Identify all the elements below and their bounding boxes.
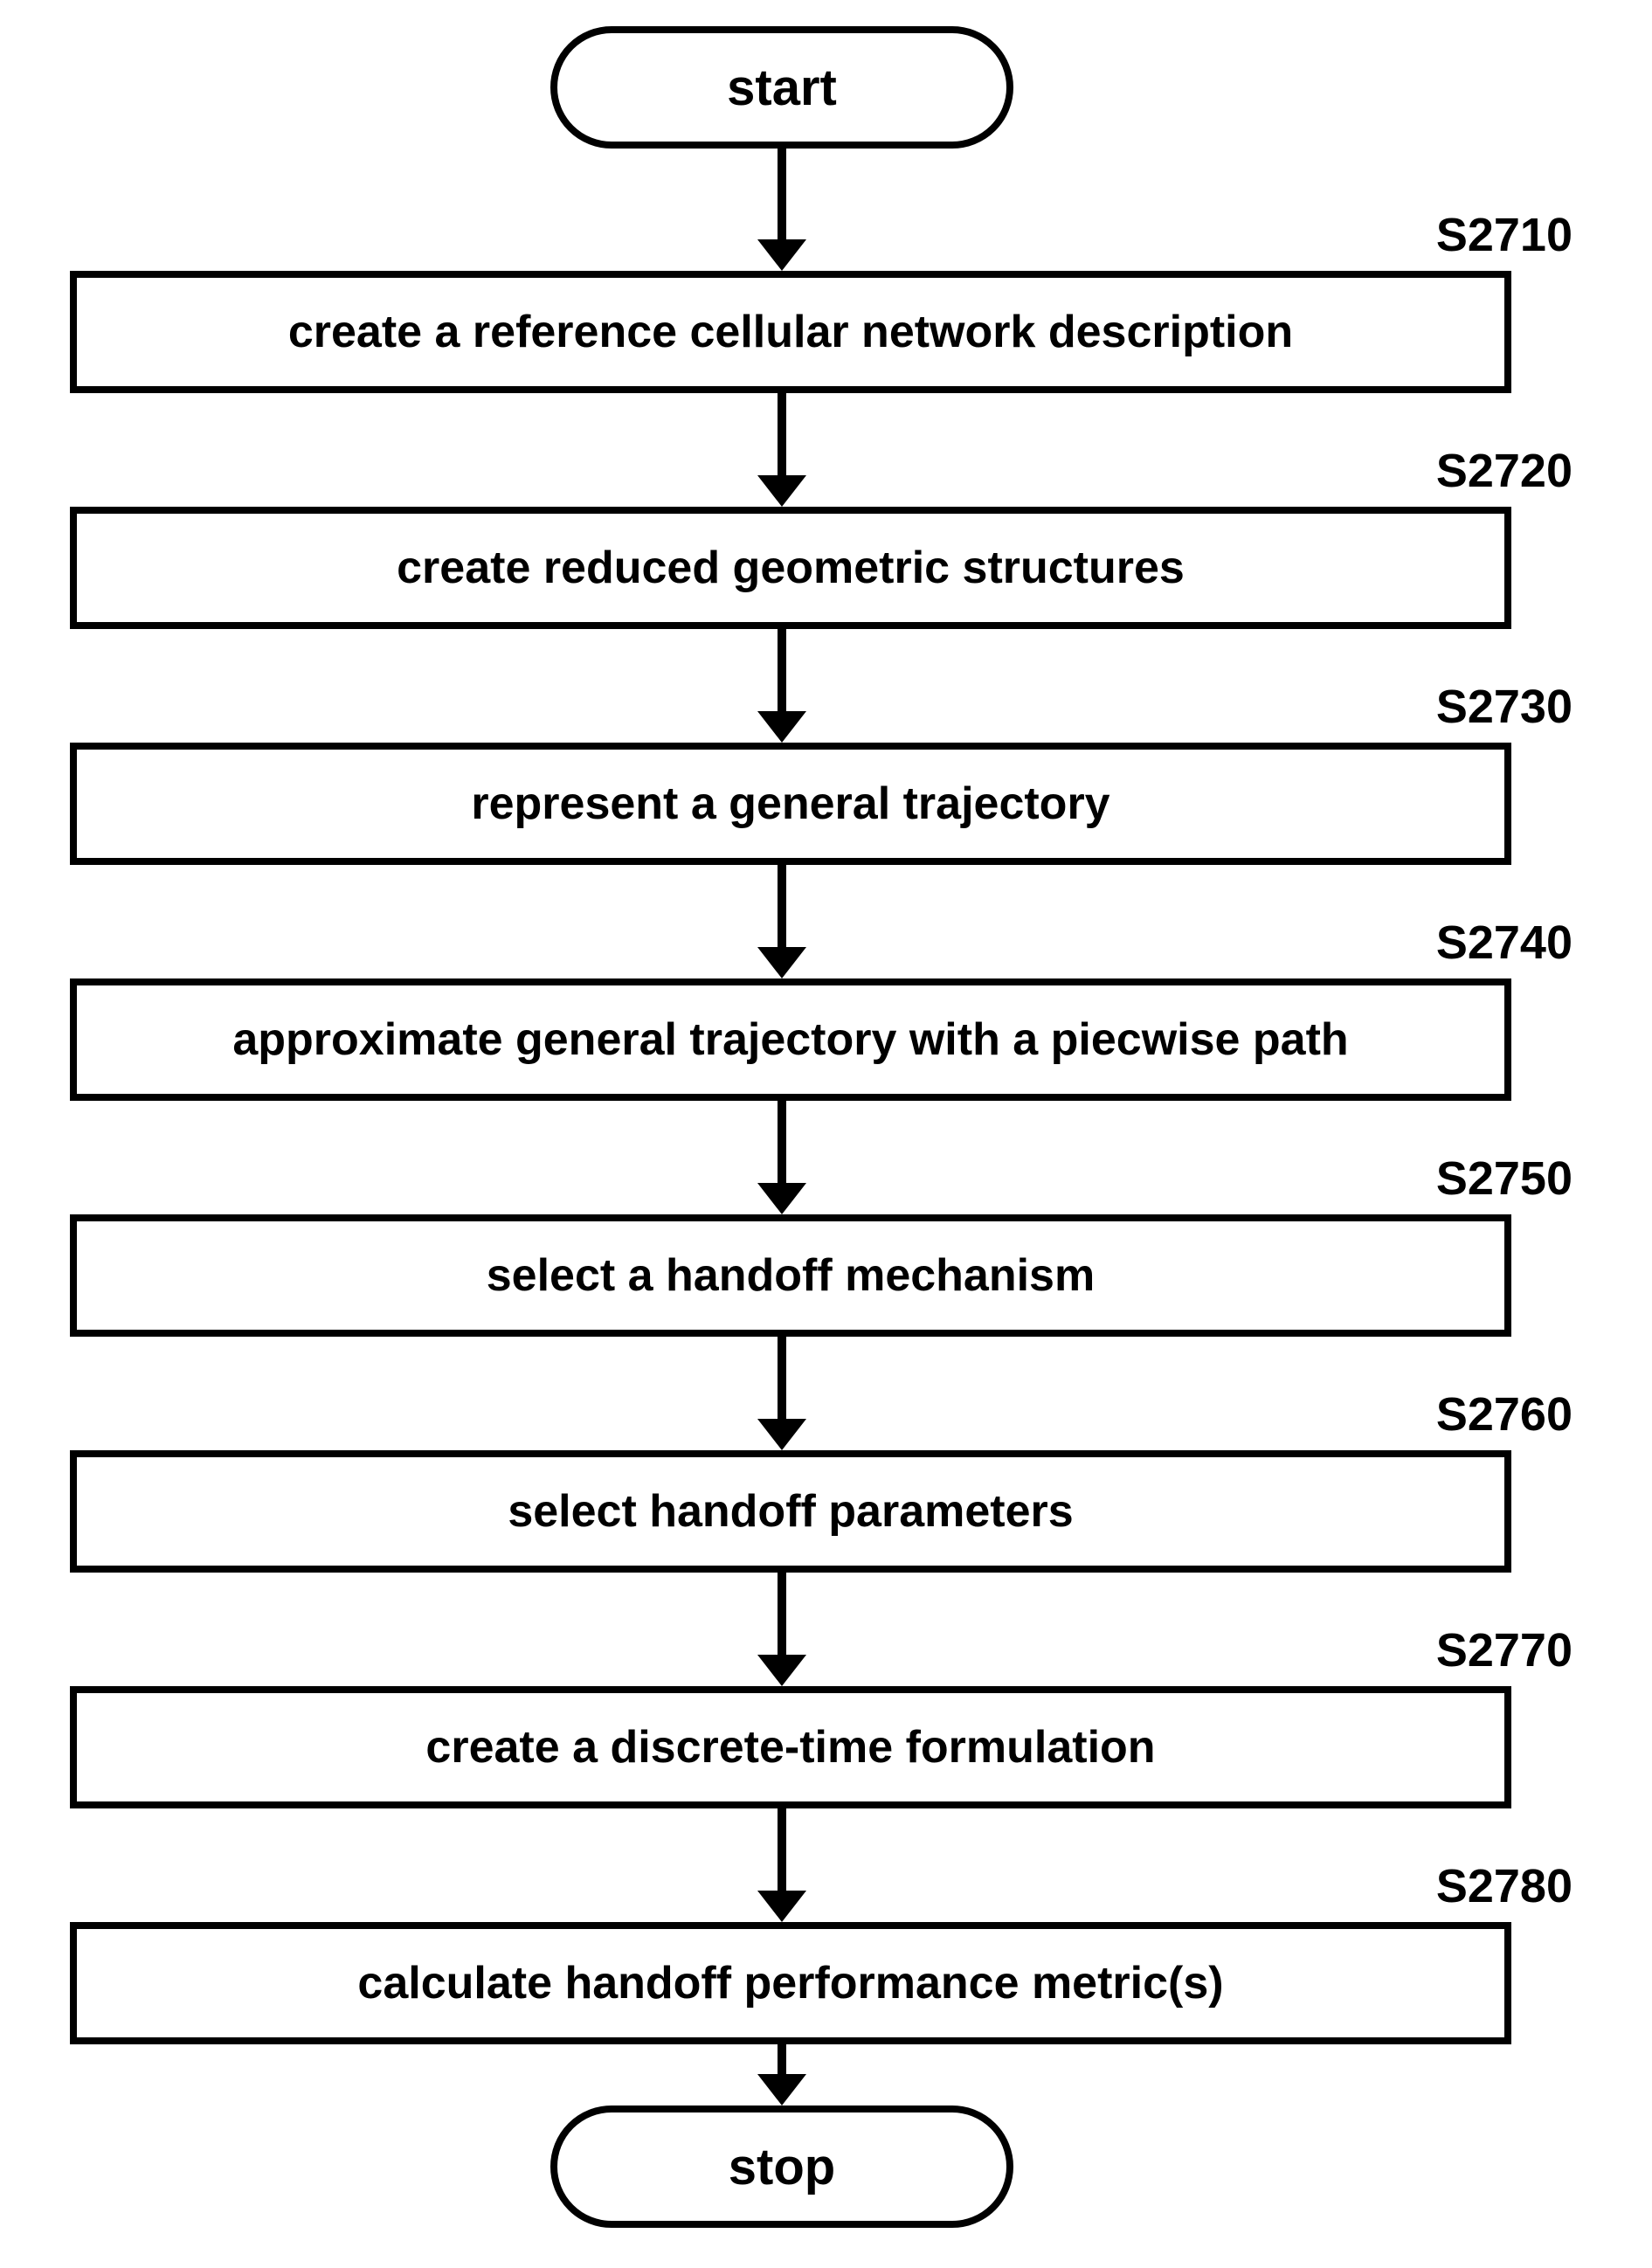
terminal-stop: stop: [550, 2106, 1013, 2228]
flowchart-canvas: start create a reference cellular networ…: [0, 0, 1652, 2268]
step-label-S2720: S2720: [1398, 444, 1573, 498]
step-label-S2710: S2710: [1398, 208, 1573, 262]
process-text: create a reference cellular network desc…: [288, 306, 1293, 358]
process-step-S2710: create a reference cellular network desc…: [70, 271, 1511, 393]
process-text: create reduced geometric structures: [397, 542, 1185, 594]
step-label-S2780: S2780: [1398, 1859, 1573, 1913]
process-text: select a handoff mechanism: [487, 1249, 1095, 1302]
process-step-S2730: represent a general trajectory: [70, 743, 1511, 865]
step-label-S2770: S2770: [1398, 1623, 1573, 1677]
process-step-S2780: calculate handoff performance metric(s): [70, 1922, 1511, 2044]
process-step-S2750: select a handoff mechanism: [70, 1214, 1511, 1337]
process-step-S2770: create a discrete-time formulation: [70, 1686, 1511, 1808]
terminal-stop-label: stop: [729, 2138, 835, 2196]
process-text: calculate handoff performance metric(s): [357, 1957, 1223, 2009]
process-text: select handoff parameters: [508, 1485, 1073, 1538]
process-text: approximate general trajectory with a pi…: [232, 1013, 1348, 1066]
process-text: create a discrete-time formulation: [425, 1721, 1155, 1774]
step-label-S2750: S2750: [1398, 1151, 1573, 1206]
process-text: represent a general trajectory: [471, 778, 1109, 830]
process-step-S2760: select handoff parameters: [70, 1450, 1511, 1573]
terminal-start: start: [550, 26, 1013, 149]
process-step-S2740: approximate general trajectory with a pi…: [70, 978, 1511, 1101]
step-label-S2730: S2730: [1398, 680, 1573, 734]
process-step-S2720: create reduced geometric structures: [70, 507, 1511, 629]
step-label-S2740: S2740: [1398, 916, 1573, 970]
terminal-start-label: start: [727, 59, 837, 117]
step-label-S2760: S2760: [1398, 1387, 1573, 1442]
